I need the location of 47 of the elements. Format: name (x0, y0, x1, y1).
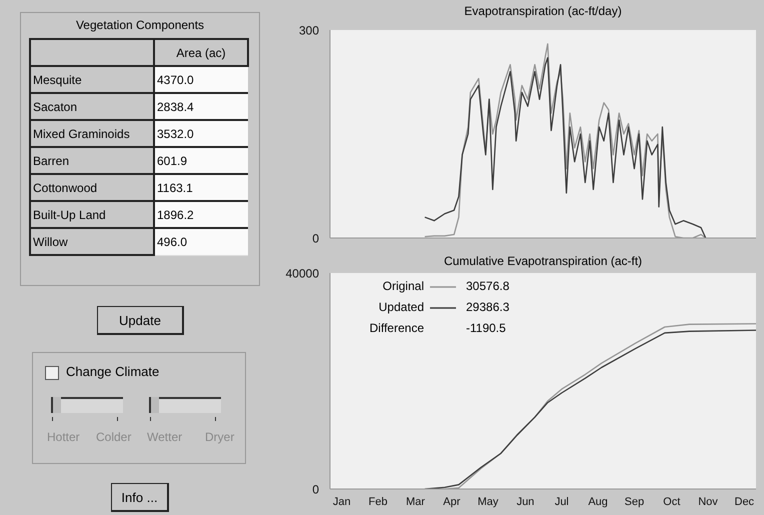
category-label: Mixed Graminoids (30, 120, 154, 147)
x-tick-label: Jun (516, 496, 534, 508)
x-tick-label: Oct (663, 496, 680, 508)
x-tick-label: Feb (368, 496, 388, 508)
text: Area (ac) (154, 39, 248, 66)
legend-label: Original (382, 278, 424, 295)
category-label: Cottonwood (30, 174, 154, 201)
category-label: Willow (30, 228, 154, 255)
category-label: Sacaton (30, 93, 154, 120)
category-label: Barren (30, 147, 154, 174)
category-label: Built-Up Land (30, 201, 154, 228)
text: Vegetation Components (74, 18, 206, 34)
y-tick-label: 40000 (286, 266, 320, 280)
chart-title: Cumulative Evapotranspiration (ac-ft) (442, 254, 644, 268)
annotation: -1190.5 (466, 320, 507, 337)
annotation: 29386.3 (466, 299, 510, 316)
annotation: 30576.8 (466, 278, 510, 295)
text: 2838.4 (157, 100, 194, 114)
x-tick-label: Aug (588, 496, 608, 508)
y-tick-label: 0 (312, 231, 320, 246)
legend-label: Updated (378, 299, 424, 316)
text: 1163.1 (157, 180, 193, 194)
x-tick-label: Nov (698, 496, 718, 508)
text: Change Climate (66, 364, 160, 379)
x-tick-label: Jan (332, 496, 351, 508)
chart-title: Evapotranspiration (ac-ft/day) (463, 4, 623, 18)
button: Update (97, 306, 184, 335)
y-tick-label: 0 (312, 482, 320, 496)
x-tick-label: Dec (734, 496, 755, 508)
y-tick-label: 300 (298, 23, 320, 38)
x-tick-label: Sep (624, 496, 644, 508)
annotation: Difference (368, 320, 424, 337)
text: Colder (96, 430, 132, 444)
x-tick-label: Mar (406, 496, 426, 508)
text: 1896.2 (157, 208, 194, 222)
text: Dryer (205, 430, 234, 444)
button: Info ... (111, 483, 169, 512)
x-tick-label: May (478, 496, 499, 508)
text: 601.9 (157, 154, 188, 168)
text: Hotter (47, 430, 80, 444)
text: 496.0 (157, 234, 188, 249)
x-tick-label: Jul (554, 496, 569, 508)
text: 3532.0 (157, 126, 194, 140)
text: 4370.0 (157, 72, 194, 86)
category-label: Mesquite (30, 66, 154, 93)
text: Wetter (147, 430, 182, 444)
x-tick-label: Apr (443, 496, 461, 508)
